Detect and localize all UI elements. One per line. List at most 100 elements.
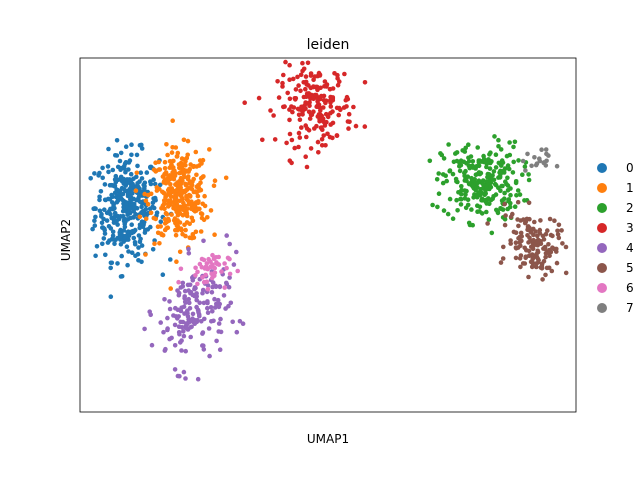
data-point	[486, 157, 491, 162]
data-point	[441, 208, 447, 213]
data-point	[313, 92, 319, 98]
legend-item-5: 5	[597, 261, 634, 275]
data-point	[181, 369, 187, 375]
data-point	[501, 168, 507, 173]
data-point	[188, 162, 193, 167]
data-point	[158, 224, 163, 229]
data-point	[129, 222, 134, 227]
data-point	[94, 244, 100, 249]
data-point	[139, 142, 144, 148]
data-point	[292, 145, 298, 151]
data-point	[293, 97, 298, 102]
data-point	[362, 80, 368, 85]
data-point	[163, 346, 168, 352]
data-point	[498, 260, 504, 265]
data-point	[513, 240, 519, 245]
data-point	[193, 149, 199, 155]
data-point	[114, 153, 120, 158]
data-point	[526, 177, 532, 183]
data-point	[450, 171, 456, 177]
data-point	[164, 142, 169, 147]
data-point	[528, 230, 534, 235]
data-point	[117, 234, 123, 239]
data-point	[195, 281, 200, 287]
data-point	[522, 245, 527, 251]
data-point	[183, 188, 188, 193]
data-point	[177, 170, 182, 176]
data-point	[108, 294, 114, 300]
cluster-0	[88, 138, 174, 300]
data-point	[319, 143, 325, 148]
data-point	[272, 137, 278, 142]
data-point	[503, 213, 508, 218]
data-point	[141, 211, 147, 217]
data-point	[184, 193, 189, 199]
data-point	[488, 184, 494, 190]
data-point	[118, 227, 123, 233]
data-point	[476, 158, 482, 163]
data-point	[127, 206, 132, 212]
data-point	[222, 285, 227, 290]
data-point	[300, 60, 305, 66]
data-point	[153, 160, 158, 165]
data-point	[319, 125, 324, 130]
data-point	[198, 211, 204, 216]
data-point	[142, 186, 147, 191]
data-point	[501, 244, 506, 250]
data-point	[539, 147, 544, 152]
data-point	[173, 192, 178, 197]
data-point	[169, 335, 174, 341]
data-point	[147, 309, 152, 315]
legend-label: 3	[626, 221, 634, 235]
data-point	[446, 142, 451, 147]
data-point	[126, 167, 131, 172]
data-point	[344, 94, 350, 100]
data-point	[458, 158, 464, 163]
data-point	[499, 183, 504, 189]
data-point	[102, 207, 107, 212]
data-point	[427, 158, 433, 164]
data-point	[466, 142, 471, 147]
data-point	[203, 272, 208, 278]
data-point	[212, 273, 217, 279]
cluster-7	[520, 147, 560, 173]
data-point	[481, 153, 486, 159]
data-point	[502, 222, 508, 228]
data-point	[457, 168, 463, 174]
data-point	[552, 218, 557, 223]
data-point	[289, 137, 295, 143]
data-point	[150, 204, 155, 210]
data-point	[208, 208, 214, 213]
data-point	[301, 66, 307, 72]
data-point	[208, 264, 213, 270]
data-point	[475, 209, 480, 214]
data-point	[314, 104, 320, 109]
legend-label: 7	[626, 301, 634, 315]
data-point	[284, 140, 289, 146]
data-point	[119, 185, 125, 191]
data-point	[518, 218, 523, 223]
cluster-6	[176, 252, 240, 292]
data-point	[311, 109, 316, 114]
data-point	[453, 176, 459, 182]
data-point	[215, 297, 221, 303]
data-point	[500, 160, 506, 165]
data-point	[268, 108, 273, 113]
data-point	[101, 216, 106, 222]
data-point	[143, 252, 148, 257]
data-point	[218, 316, 223, 322]
data-point	[493, 152, 499, 157]
data-point	[189, 324, 194, 330]
data-point	[110, 229, 116, 235]
data-point	[227, 241, 232, 247]
data-point	[534, 264, 539, 270]
data-point	[181, 207, 186, 213]
data-point	[142, 191, 147, 197]
data-point	[112, 184, 118, 189]
data-point	[523, 168, 528, 173]
data-point	[99, 220, 105, 226]
legend-marker	[597, 223, 607, 233]
data-point	[328, 122, 334, 127]
data-point	[148, 164, 153, 170]
data-point	[544, 265, 550, 271]
